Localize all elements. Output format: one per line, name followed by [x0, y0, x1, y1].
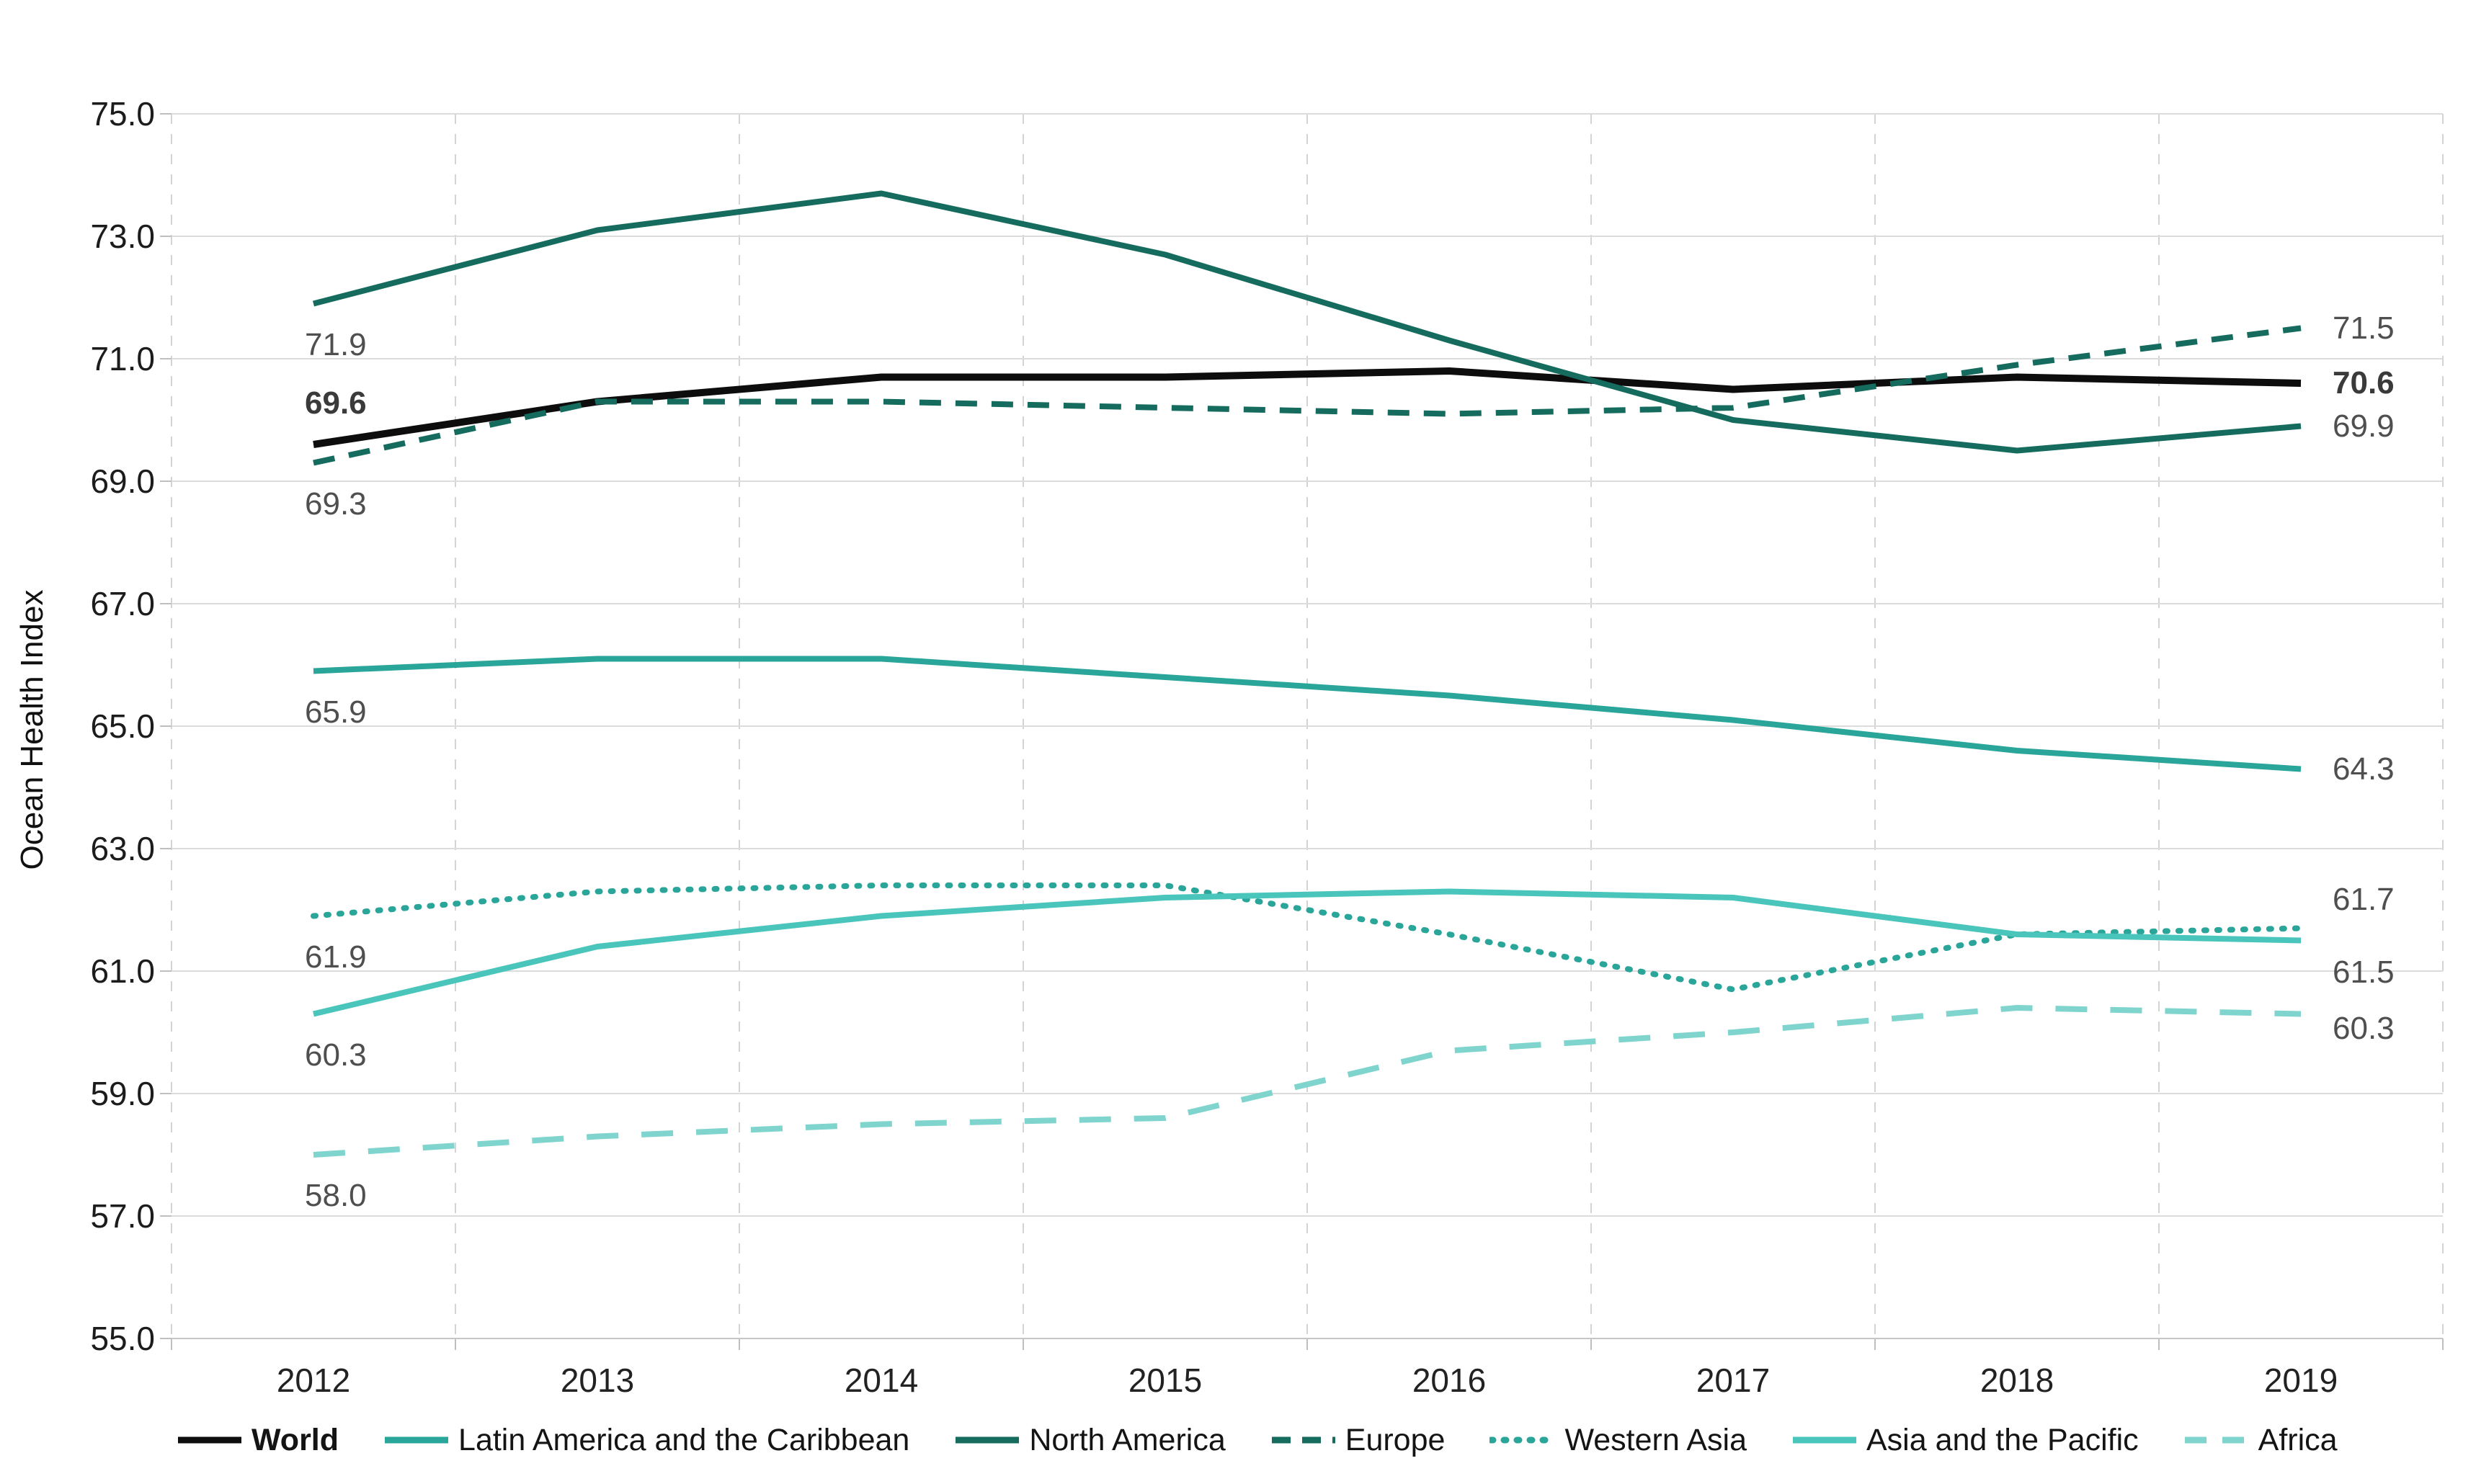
end-value-label-western-asia: 61.7	[2333, 881, 2395, 917]
end-value-label-europe: 71.5	[2333, 310, 2395, 346]
start-value-label-world: 69.6	[305, 385, 367, 421]
x-tick-label: 2016	[1412, 1362, 1487, 1399]
legend-label: Asia and the Pacific	[1866, 1423, 2139, 1457]
x-tick-label: 2014	[844, 1362, 919, 1399]
series-line-western-asia	[311, 882, 2304, 993]
y-tick-label: 63.0	[90, 830, 155, 867]
start-value-label-asia-and-the-pacific: 60.3	[305, 1037, 367, 1073]
end-value-label-asia-and-the-pacific: 61.5	[2333, 954, 2395, 990]
legend-item-western-asia: Western Asia	[1489, 1423, 1747, 1457]
gridlines-group	[160, 113, 2444, 1350]
series-line-africa	[313, 1005, 2302, 1158]
y-tick-label: 73.0	[90, 218, 155, 255]
series-group	[311, 190, 2304, 1158]
y-tick-label: 75.0	[90, 95, 155, 133]
legend-label: Africa	[2258, 1423, 2338, 1457]
x-tick-label: 2015	[1128, 1362, 1203, 1399]
legend-item-north-america: North America	[954, 1423, 1226, 1457]
legend-line-icon-world	[178, 1436, 241, 1444]
y-tick-label: 61.0	[90, 952, 155, 990]
end-value-label-latin-america-and-the-caribbean: 64.3	[2333, 751, 2395, 787]
start-value-label-north-america: 71.9	[305, 326, 367, 362]
legend-item-latin-america-and-the-caribbean: Latin America and the Caribbean	[383, 1423, 909, 1457]
y-tick-label: 65.0	[90, 707, 155, 745]
series-line-latin-america-and-the-caribbean	[313, 656, 2302, 772]
legend-item-asia-and-the-pacific: Asia and the Pacific	[1791, 1423, 2139, 1457]
legend-line-icon-europe	[1271, 1436, 1335, 1444]
series-line-world	[313, 367, 2302, 448]
x-tick-label: 2013	[560, 1362, 635, 1399]
end-value-label-north-america: 69.9	[2333, 408, 2395, 444]
series-line-north-america	[312, 190, 2302, 454]
y-tick-label: 57.0	[90, 1197, 155, 1235]
y-tick-label: 55.0	[90, 1320, 155, 1357]
y-tick-label: 67.0	[90, 585, 155, 622]
x-tick-label: 2018	[1980, 1362, 2054, 1399]
legend-line-icon-asia-and-the-pacific	[1792, 1436, 1856, 1444]
legend-label: Western Asia	[1564, 1423, 1747, 1457]
start-value-label-africa: 58.0	[305, 1178, 367, 1213]
y-tick-label: 69.0	[90, 462, 155, 500]
legend-label: World	[251, 1423, 339, 1457]
x-tick-label: 2017	[1696, 1362, 1771, 1399]
start-value-label-latin-america-and-the-caribbean: 65.9	[305, 694, 367, 730]
legend-line-icon-western-asia	[1489, 1436, 1557, 1444]
legend-item-africa: Africa	[2183, 1423, 2338, 1457]
legend-line-icon-africa	[2184, 1436, 2248, 1444]
series-line-europe	[313, 325, 2302, 466]
legend-line-icon-latin-america-and-the-caribbean	[385, 1436, 449, 1444]
y-tick-label: 71.0	[90, 340, 155, 377]
legend-label: Europe	[1345, 1423, 1446, 1457]
legend-item-world: World	[177, 1423, 339, 1457]
end-value-label-world: 70.6	[2333, 365, 2395, 401]
legend-item-europe: Europe	[1270, 1423, 1446, 1457]
x-tick-label: 2012	[276, 1362, 351, 1399]
start-value-label-europe: 69.3	[305, 486, 367, 522]
legend-label: North America	[1029, 1423, 1226, 1457]
legend-line-icon-north-america	[956, 1436, 1020, 1444]
x-tick-label: 2019	[2263, 1362, 2338, 1399]
legend: World Latin America and the Caribbean Nort…	[177, 1423, 2338, 1457]
end-value-label-africa: 60.3	[2333, 1010, 2395, 1046]
y-tick-label: 59.0	[90, 1075, 155, 1112]
series-line-asia-and-the-pacific	[313, 888, 2302, 1017]
legend-label: Latin America and the Caribbean	[458, 1423, 910, 1457]
start-value-label-western-asia: 61.9	[305, 939, 367, 975]
